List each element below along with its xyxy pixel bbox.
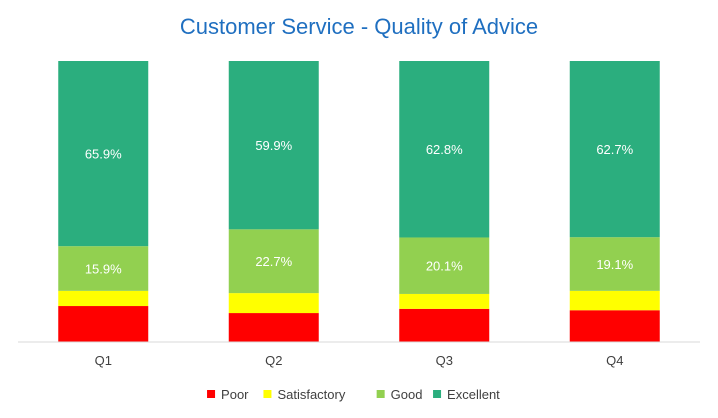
bar-poor-q1 <box>58 306 149 342</box>
chart-title: Customer Service - Quality of Advice <box>180 14 538 39</box>
bar-good-q4 <box>569 237 660 291</box>
data-label-excellent-q1: 65.9% <box>85 147 122 162</box>
legend-label-good: Good <box>391 387 423 402</box>
bar-satisfactory-q4 <box>569 290 660 311</box>
bar-excellent-q2 <box>228 61 319 230</box>
legend-item-poor: Poor <box>207 387 249 402</box>
legend-item-good: Good <box>376 387 423 402</box>
bar-excellent-q1 <box>58 61 149 247</box>
bar-excellent-q4 <box>569 61 660 238</box>
bar-good-q1 <box>58 246 149 291</box>
legend-swatch-good <box>376 390 385 398</box>
bar-poor-q4 <box>569 310 660 342</box>
data-label-good-q3: 20.1% <box>426 259 463 274</box>
x-tick-labels: Q1 Q2 Q3 Q4 <box>95 353 624 368</box>
legend-item-excellent: Excellent <box>433 387 500 402</box>
legend-swatch-poor <box>207 390 216 398</box>
data-label-excellent-q2: 59.9% <box>255 138 292 153</box>
bar-good-q2 <box>228 229 319 294</box>
bar-excellent-q3 <box>399 61 490 238</box>
x-tick-label-q2: Q2 <box>265 353 282 368</box>
legend-swatch-excellent <box>433 390 442 398</box>
data-label-excellent-q4: 62.7% <box>596 142 633 157</box>
data-label-excellent-q3: 62.8% <box>426 142 463 157</box>
bar-poor-q2 <box>228 313 319 342</box>
x-tick-label-q3: Q3 <box>436 353 453 368</box>
bar-poor-q3 <box>399 308 490 342</box>
data-label-good-q2: 22.7% <box>255 254 292 269</box>
legend-label-poor: Poor <box>221 387 249 402</box>
bar-satisfactory-q2 <box>228 293 319 314</box>
bar-good-q3 <box>399 237 490 294</box>
x-tick-label-q4: Q4 <box>606 353 623 368</box>
legend-swatch-satisfactory <box>263 390 272 398</box>
bar-satisfactory-q3 <box>399 293 490 309</box>
bar-satisfactory-q1 <box>58 290 149 307</box>
legend-item-satisfactory: Satisfactory <box>263 387 346 402</box>
data-label-good-q1: 15.9% <box>85 262 122 277</box>
x-tick-label-q1: Q1 <box>95 353 112 368</box>
legend-label-excellent: Excellent <box>447 387 500 402</box>
legend: Poor Satisfactory Good Excellent <box>207 387 500 402</box>
bars-layer: 15.9% 65.9% 22.7% 59.9% 20.1% 62.8% 19.1% 62.7% <box>58 61 660 342</box>
legend-label-satisfactory: Satisfactory <box>277 387 345 402</box>
data-label-good-q4: 19.1% <box>596 257 633 272</box>
